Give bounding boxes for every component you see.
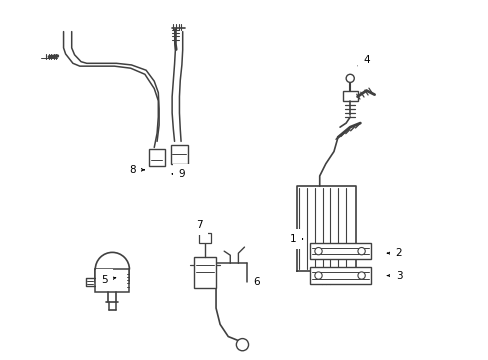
Text: 5: 5 bbox=[101, 275, 116, 285]
Circle shape bbox=[346, 74, 353, 82]
Text: 4: 4 bbox=[357, 55, 369, 66]
Circle shape bbox=[236, 338, 248, 351]
Bar bbox=[95, 269, 129, 292]
Text: 3: 3 bbox=[387, 271, 402, 280]
Circle shape bbox=[357, 272, 365, 279]
Bar bbox=[198, 233, 210, 243]
Text: 9: 9 bbox=[172, 169, 184, 179]
Bar bbox=[193, 257, 216, 288]
Text: 1: 1 bbox=[289, 234, 302, 244]
Bar bbox=[342, 91, 357, 101]
Bar bbox=[170, 145, 187, 164]
Bar bbox=[149, 149, 165, 166]
Text: 2: 2 bbox=[387, 248, 402, 258]
Circle shape bbox=[357, 247, 365, 255]
Circle shape bbox=[314, 272, 322, 279]
Circle shape bbox=[314, 247, 322, 255]
Bar bbox=[309, 243, 370, 259]
Text: 8: 8 bbox=[129, 165, 144, 175]
Text: 7: 7 bbox=[196, 220, 203, 231]
Bar bbox=[309, 267, 370, 284]
Text: 6: 6 bbox=[251, 276, 260, 287]
